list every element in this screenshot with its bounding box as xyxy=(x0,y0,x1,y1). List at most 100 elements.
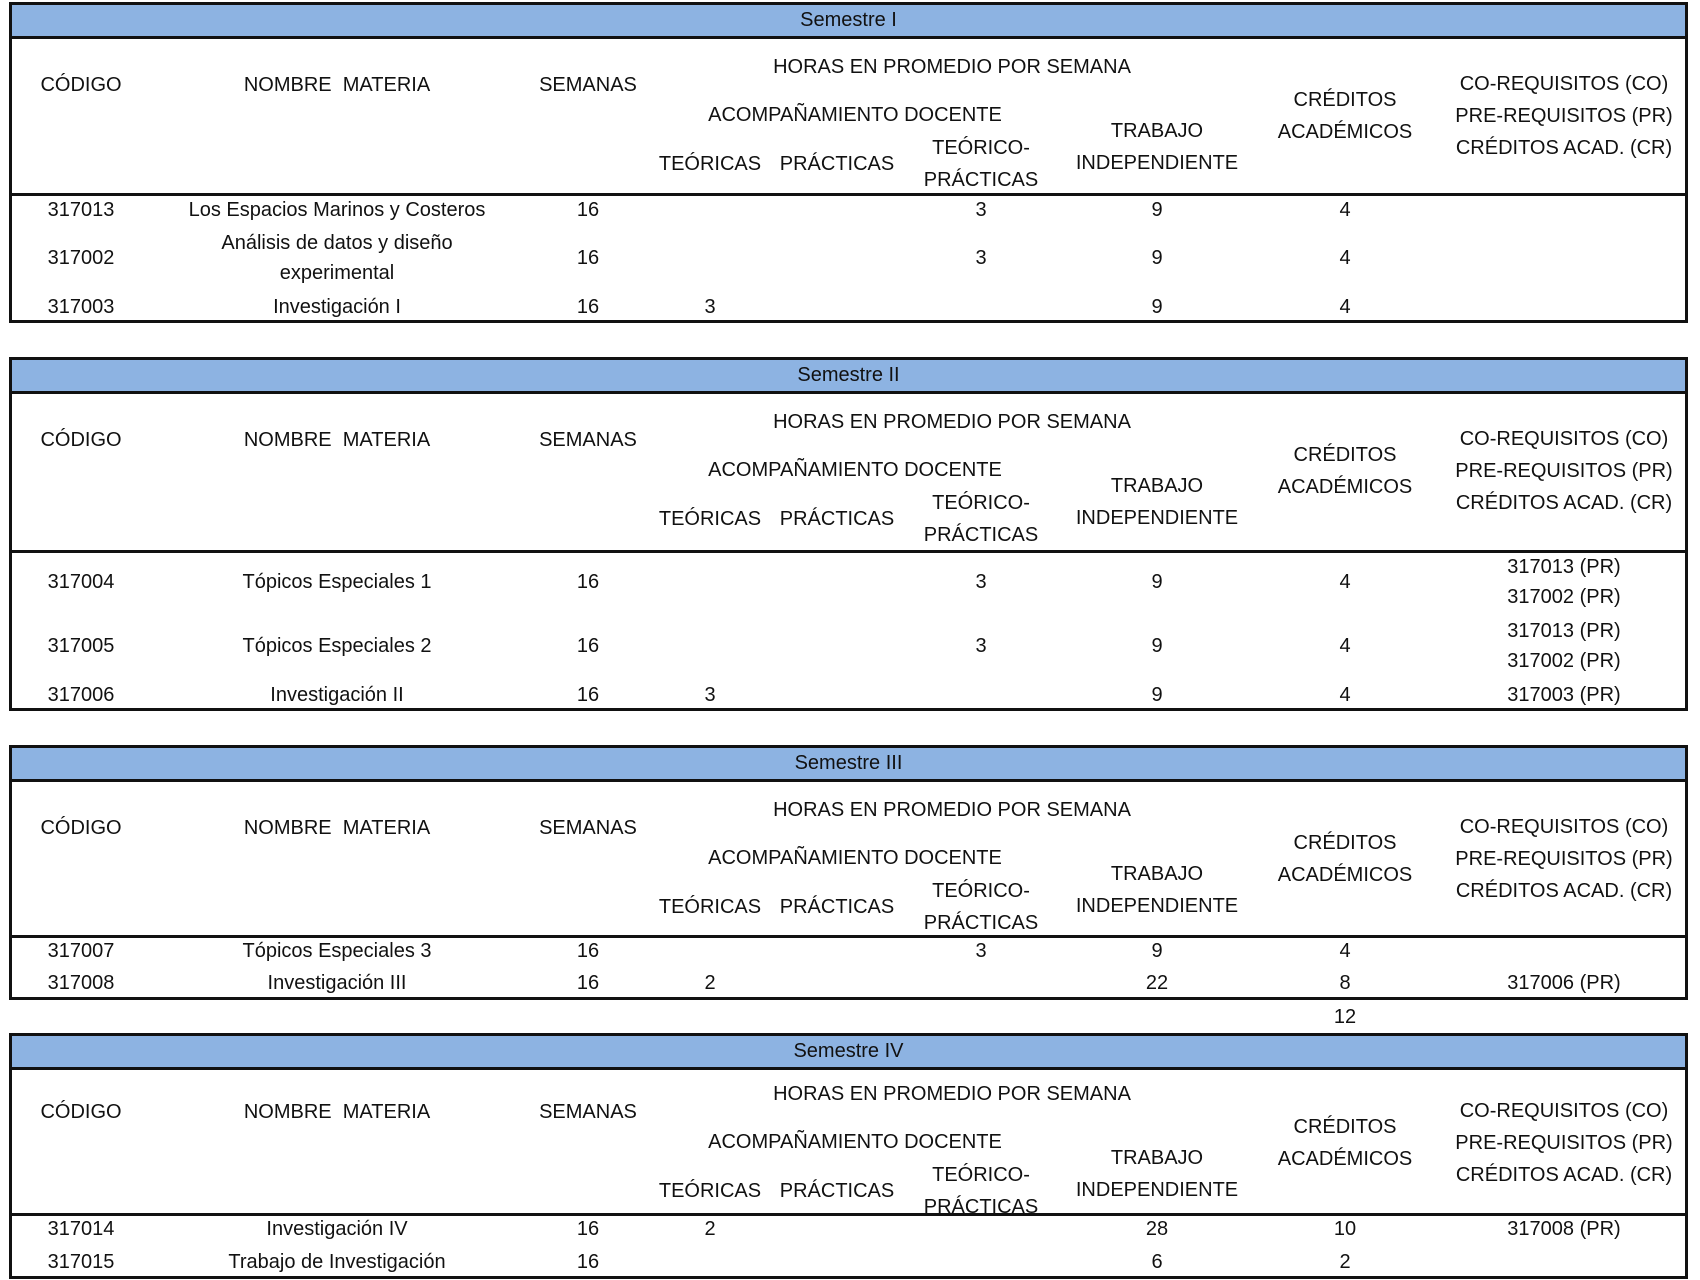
cell-creditos: 4 xyxy=(1339,199,1351,221)
cell-trabajo: 9 xyxy=(1151,684,1163,706)
header-codigo: CÓDIGO xyxy=(40,817,122,839)
header-teorico-practicas: PRÁCTICAS xyxy=(923,524,1039,546)
header-requisitos: CO-REQUISITOS (CO) xyxy=(1459,428,1669,450)
header-divider xyxy=(12,193,1685,196)
header-acompanamiento: ACOMPAÑAMIENTO DOCENTE xyxy=(708,459,1002,481)
cell-creditos: 8 xyxy=(1339,972,1351,994)
header-semanas: SEMANAS xyxy=(539,817,637,839)
cell-nombre: Investigación II xyxy=(270,684,404,706)
header-practicas: PRÁCTICAS xyxy=(779,1180,895,1202)
header-requisitos: CRÉDITOS ACAD. (CR) xyxy=(1455,137,1673,159)
cell-teorico-practicas: 3 xyxy=(975,247,987,269)
header-teoricas: TEÓRICAS xyxy=(658,153,762,175)
cell-codigo: 317006 xyxy=(47,684,115,706)
header-acompanamiento: ACOMPAÑAMIENTO DOCENTE xyxy=(708,847,1002,869)
header-requisitos: CRÉDITOS ACAD. (CR) xyxy=(1455,880,1673,902)
header-practicas: PRÁCTICAS xyxy=(779,896,895,918)
cell-trabajo: 9 xyxy=(1151,571,1163,593)
header-teoricas: TEÓRICAS xyxy=(658,1180,762,1202)
cell-nombre: Tópicos Especiales 2 xyxy=(242,635,432,657)
cell-semanas: 16 xyxy=(576,684,600,706)
header-teorico-practicas: PRÁCTICAS xyxy=(923,169,1039,191)
cell-codigo: 317014 xyxy=(47,1218,115,1240)
header-teorico-practicas: TEÓRICO- xyxy=(932,880,1030,902)
cell-codigo: 317003 xyxy=(47,296,115,318)
header-creditos: ACADÉMICOS xyxy=(1277,864,1413,886)
semester-title: Semestre II xyxy=(12,360,1685,394)
header-requisitos: CRÉDITOS ACAD. (CR) xyxy=(1455,1164,1673,1186)
header-requisitos: PRE-REQUISITOS (PR) xyxy=(1455,460,1673,482)
cell-teorico-practicas: 3 xyxy=(975,635,987,657)
header-teorico-practicas: TEÓRICO- xyxy=(932,492,1030,514)
cell-nombre: Los Espacios Marinos y Costeros xyxy=(188,199,486,221)
cell-semanas: 16 xyxy=(576,635,600,657)
cell-codigo: 317002 xyxy=(47,247,115,269)
cell-trabajo: 28 xyxy=(1145,1218,1169,1240)
cell-trabajo: 6 xyxy=(1151,1251,1163,1273)
cell-semanas: 16 xyxy=(576,940,600,962)
cell-teoricas: 3 xyxy=(704,684,716,706)
header-teorico-practicas: PRÁCTICAS xyxy=(923,1196,1039,1218)
cell-nombre: Investigación IV xyxy=(266,1218,408,1240)
header-horas: HORAS EN PROMEDIO POR SEMANA xyxy=(773,1083,1131,1105)
semester-table: Semestre IV CÓDIGO NOMBRE MATERIA SEMANAS HO… xyxy=(9,1033,1688,1279)
header-trabajo: INDEPENDIENTE xyxy=(1075,507,1239,529)
header-creditos: ACADÉMICOS xyxy=(1277,1148,1413,1170)
cell-requisitos: 317006 (PR) xyxy=(1507,972,1621,994)
header-requisitos: PRE-REQUISITOS (PR) xyxy=(1455,105,1673,127)
header-divider xyxy=(12,1213,1685,1216)
header-teorico-practicas: PRÁCTICAS xyxy=(923,912,1039,934)
header-codigo: CÓDIGO xyxy=(40,74,122,96)
header-creditos: CRÉDITOS xyxy=(1293,89,1397,111)
cell-teorico-practicas: 3 xyxy=(975,571,987,593)
cell-creditos: 4 xyxy=(1339,247,1351,269)
cell-codigo: 317007 xyxy=(47,940,115,962)
header-requisitos: CO-REQUISITOS (CO) xyxy=(1459,1100,1669,1122)
cell-teorico-practicas: 3 xyxy=(975,940,987,962)
header-horas: HORAS EN PROMEDIO POR SEMANA xyxy=(773,56,1131,78)
semester-table: Semestre II CÓDIGO NOMBRE MATERIA SEMANAS HO… xyxy=(9,357,1688,711)
cell-semanas: 16 xyxy=(576,1251,600,1273)
cell-nombre: Investigación III xyxy=(267,972,407,994)
header-codigo: CÓDIGO xyxy=(40,429,122,451)
cell-requisitos: 317013 (PR) 317002 (PR) xyxy=(1507,620,1621,672)
cell-nombre: Análisis de datos y diseño experimental xyxy=(221,232,453,284)
header-requisitos: CO-REQUISITOS (CO) xyxy=(1459,73,1669,95)
header-acompanamiento: ACOMPAÑAMIENTO DOCENTE xyxy=(708,104,1002,126)
cell-codigo: 317008 xyxy=(47,972,115,994)
cell-nombre: Tópicos Especiales 1 xyxy=(242,571,432,593)
header-nombre: NOMBRE MATERIA xyxy=(243,817,431,839)
cell-semanas: 16 xyxy=(576,199,600,221)
header-creditos: CRÉDITOS xyxy=(1293,832,1397,854)
cell-teoricas: 3 xyxy=(704,296,716,318)
header-creditos: CRÉDITOS xyxy=(1293,1116,1397,1138)
cell-codigo: 317004 xyxy=(47,571,115,593)
header-trabajo: TRABAJO xyxy=(1110,120,1204,142)
header-teoricas: TEÓRICAS xyxy=(658,508,762,530)
cell-creditos: 10 xyxy=(1333,1218,1357,1240)
semester-title: Semestre III xyxy=(12,748,1685,782)
cell-codigo: 317013 xyxy=(47,199,115,221)
header-trabajo: TRABAJO xyxy=(1110,475,1204,497)
cell-trabajo: 22 xyxy=(1145,972,1169,994)
cell-requisitos: 317013 (PR) 317002 (PR) xyxy=(1507,556,1621,608)
header-requisitos: CRÉDITOS ACAD. (CR) xyxy=(1455,492,1673,514)
header-nombre: NOMBRE MATERIA xyxy=(243,429,431,451)
header-nombre: NOMBRE MATERIA xyxy=(243,74,431,96)
header-divider xyxy=(12,935,1685,938)
header-creditos: ACADÉMICOS xyxy=(1277,476,1413,498)
semester-title: Semestre I xyxy=(12,5,1685,39)
header-creditos: CRÉDITOS xyxy=(1293,444,1397,466)
header-creditos: ACADÉMICOS xyxy=(1277,121,1413,143)
cell-creditos: 4 xyxy=(1339,684,1351,706)
header-divider xyxy=(12,550,1685,553)
cell-nombre: Tópicos Especiales 3 xyxy=(242,940,432,962)
header-requisitos: PRE-REQUISITOS (PR) xyxy=(1455,1132,1673,1154)
header-practicas: PRÁCTICAS xyxy=(779,153,895,175)
header-teorico-practicas: TEÓRICO- xyxy=(932,137,1030,159)
header-semanas: SEMANAS xyxy=(539,429,637,451)
semester-table: Semestre I CÓDIGO NOMBRE MATERIA SEMANAS HOR… xyxy=(9,2,1688,323)
header-horas: HORAS EN PROMEDIO POR SEMANA xyxy=(773,799,1131,821)
cell-nombre: Investigación I xyxy=(273,296,401,318)
header-semanas: SEMANAS xyxy=(539,1101,637,1123)
